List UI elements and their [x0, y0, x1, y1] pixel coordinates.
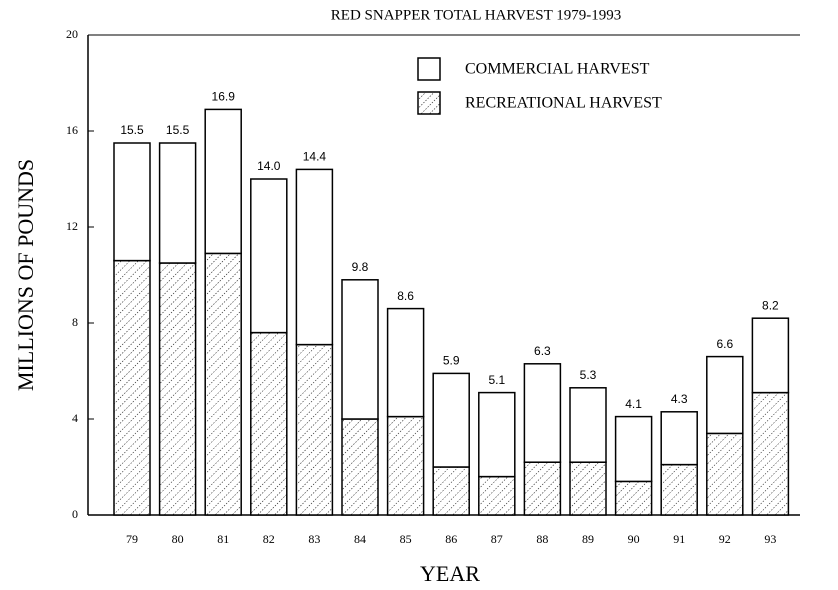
x-tick-label: 93: [764, 532, 776, 546]
total-label: 15.5: [166, 123, 190, 137]
bar-segment: [386, 307, 425, 418]
y-tick-label: 12: [66, 219, 78, 233]
x-tick-label: 87: [491, 532, 503, 546]
bar-segment: [660, 463, 698, 516]
x-tick-label: 92: [719, 532, 731, 546]
y-tick-label: 4: [72, 411, 78, 425]
y-tick-label: 16: [66, 123, 78, 137]
legend-label: COMMERCIAL HARVEST: [465, 61, 650, 78]
bar-segment: [204, 252, 242, 516]
total-label: 4.1: [625, 397, 642, 411]
bar-segment: [569, 387, 607, 463]
bar-segment: [250, 178, 288, 334]
total-label: 8.6: [397, 289, 414, 303]
bar-segment: [341, 418, 379, 516]
chart-title: RED SNAPPER TOTAL HARVEST 1979-1993: [331, 7, 621, 23]
x-tick-label: 79: [126, 532, 138, 546]
bar-segment: [523, 461, 562, 516]
y-tick-label: 20: [66, 27, 78, 41]
x-tick-label: 82: [263, 532, 275, 546]
total-label: 8.2: [762, 298, 779, 312]
x-axis-label: YEAR: [420, 561, 480, 586]
x-tick-label: 88: [536, 532, 548, 546]
bar-segment: [113, 259, 151, 516]
bar-segment: [250, 331, 288, 516]
bar-segment: [523, 363, 562, 463]
total-label: 6.6: [716, 337, 733, 351]
bar-segment: [386, 415, 425, 516]
bar-segment: [751, 317, 790, 394]
bar-segment: [751, 391, 790, 516]
bar-segment: [478, 391, 516, 478]
bar-segment: [432, 466, 470, 516]
x-tick-label: 84: [354, 532, 366, 546]
x-tick-label: 86: [445, 532, 457, 546]
total-label: 5.9: [443, 354, 460, 368]
bar-segment: [706, 355, 744, 435]
bar-segment: [295, 343, 334, 516]
bar-segment: [341, 279, 379, 420]
legend-swatch: [417, 91, 441, 115]
bar-segment: [204, 108, 242, 255]
x-tick-label: 81: [217, 532, 229, 546]
bar-segment: [113, 142, 151, 262]
bar-segment: [432, 372, 470, 468]
total-label: 15.5: [120, 123, 144, 137]
legend-label: RECREATIONAL HARVEST: [465, 95, 662, 112]
total-label: 6.3: [534, 344, 551, 358]
x-tick-label: 83: [308, 532, 320, 546]
bar-segment: [295, 168, 334, 346]
total-label: 5.3: [580, 368, 597, 382]
total-label: 5.1: [488, 373, 505, 387]
x-tick-label: 91: [673, 532, 685, 546]
total-label: 14.0: [257, 159, 281, 173]
bar-segment: [158, 142, 197, 264]
bar-segment: [706, 432, 744, 516]
total-label: 9.8: [352, 260, 369, 274]
x-tick-label: 85: [400, 532, 412, 546]
legend-swatch: [417, 57, 441, 81]
bar-segment: [614, 415, 653, 483]
y-tick-label: 8: [72, 315, 78, 329]
x-tick-label: 80: [172, 532, 184, 546]
bar-segment: [660, 411, 698, 466]
y-axis-label: MILLIONS OF POUNDS: [13, 159, 38, 391]
x-tick-label: 90: [628, 532, 640, 546]
bar-segment: [478, 475, 516, 516]
bar-segment: [158, 262, 197, 516]
total-label: 14.4: [303, 150, 327, 164]
total-label: 4.3: [671, 392, 688, 406]
total-label: 16.9: [212, 90, 236, 104]
bar-segment: [569, 461, 607, 516]
bar-segment: [614, 480, 653, 516]
x-tick-label: 89: [582, 532, 594, 546]
y-tick-label: 0: [72, 507, 78, 521]
